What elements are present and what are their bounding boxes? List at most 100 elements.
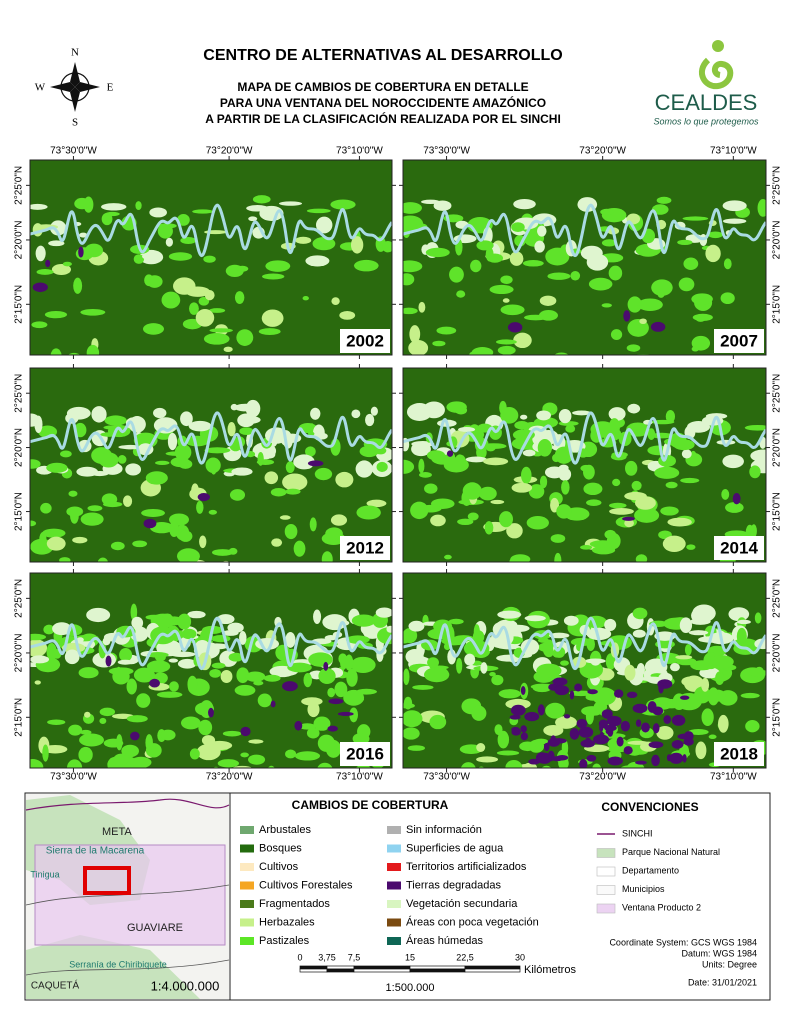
cover-patch [412, 684, 434, 690]
cover-patch [665, 481, 678, 489]
year-box [714, 742, 764, 766]
cover-patch [165, 237, 173, 247]
cover-patch [236, 667, 250, 684]
cover-patch [483, 457, 509, 466]
cover-patch [490, 499, 505, 505]
department-border [25, 959, 230, 976]
cover-patch [339, 310, 356, 320]
cover-patch [195, 308, 215, 327]
cover-patch [541, 765, 552, 768]
cover-patch [298, 723, 316, 730]
cover-patch [708, 734, 717, 740]
cover-patch [460, 762, 476, 768]
cover-patch [604, 618, 617, 631]
cover-patch [335, 471, 354, 488]
longitude-label: 73°20'0"W [206, 146, 253, 157]
longitude-label: 73°30'0"W [423, 146, 470, 157]
panel-frame [29, 572, 393, 769]
cover-patch [177, 214, 190, 226]
cover-patch [382, 240, 392, 253]
legend-swatch [387, 918, 401, 927]
cover-patch [133, 667, 156, 683]
cover-patch [310, 407, 321, 420]
cover-patch [581, 706, 603, 716]
cover-patch [262, 273, 285, 280]
cover-patch [302, 296, 309, 301]
degraded-patch [543, 742, 550, 752]
cover-patch [293, 540, 306, 557]
cover-patch [68, 352, 81, 355]
cover-patch [49, 220, 67, 236]
river [403, 411, 766, 465]
scale-segment [409, 968, 466, 973]
logo-mark [712, 40, 724, 52]
cover-patch [327, 687, 336, 698]
cover-patch [722, 454, 744, 469]
cover-patch [64, 649, 80, 665]
cover-patch [307, 701, 320, 718]
cover-patch [639, 676, 664, 682]
degraded-patch [623, 746, 633, 755]
cover-patch [126, 715, 148, 723]
cover-patch [647, 428, 656, 441]
scale-ratio: 1:500.000 [386, 982, 435, 994]
cover-patch [489, 671, 496, 677]
cover-patch [43, 744, 68, 754]
cover-patch [52, 622, 72, 636]
degraded-patch [554, 685, 569, 696]
cover-patch [681, 449, 692, 459]
cover-patch [592, 763, 602, 768]
cover-patch [538, 310, 558, 321]
cover-patch [146, 275, 163, 288]
cover-patch [349, 360, 364, 368]
degraded-patch [679, 695, 690, 700]
cover-patch [376, 461, 388, 472]
cover-patch [497, 610, 522, 619]
panel-frame [402, 572, 767, 769]
cover-patch [187, 675, 198, 693]
cover-patch [657, 290, 665, 298]
cover-patch [101, 203, 127, 211]
cover-patch [99, 707, 116, 717]
cover-patch [227, 422, 236, 437]
park-area [26, 935, 200, 999]
latitude-label: 2°25'0"N [772, 579, 783, 618]
cover-patch [265, 451, 276, 459]
cover-patch [146, 660, 171, 673]
cover-patch [317, 762, 333, 768]
cover-patch [403, 727, 420, 740]
cover-patch [228, 547, 238, 555]
cover-patch [686, 544, 696, 550]
cover-patch [176, 548, 200, 562]
cover-patch [30, 459, 41, 469]
cover-patch [424, 667, 450, 683]
compass-arm [70, 62, 80, 87]
cover-patch [285, 488, 301, 495]
cover-patch [34, 680, 41, 685]
cover-patch [352, 732, 370, 745]
cover-patch [349, 707, 359, 723]
cover-patch [497, 345, 516, 355]
cover-patch [189, 302, 199, 315]
cover-patch [534, 240, 545, 253]
degraded-patch [641, 722, 650, 733]
cover-patch [427, 628, 451, 640]
cover-patch [36, 269, 54, 275]
cover-patch [86, 344, 100, 355]
conventions-title: CONVENCIONES [601, 800, 698, 814]
cover-patch [692, 604, 716, 622]
year-box [340, 536, 390, 560]
longitude-label: 73°10'0"W [710, 772, 757, 783]
degraded-patch [78, 246, 84, 258]
cover-patch [586, 253, 609, 271]
cover-patch [736, 627, 747, 645]
degraded-patch [579, 759, 588, 768]
river [403, 203, 766, 257]
cover-patch [198, 719, 213, 736]
cover-patch [76, 466, 99, 477]
cover-patch [355, 688, 377, 695]
cover-patch [130, 756, 152, 768]
cover-patch [675, 655, 693, 660]
cover-patch [271, 538, 283, 547]
convention-symbol [596, 885, 616, 895]
